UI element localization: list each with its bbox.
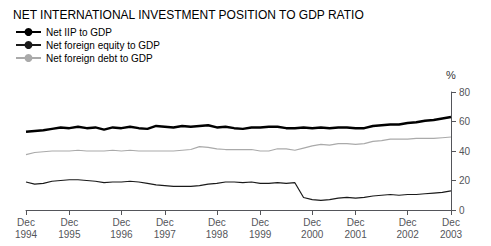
svg-text:Dec: Dec	[113, 217, 131, 228]
svg-text:Dec: Dec	[442, 217, 460, 228]
svg-text:%: %	[446, 69, 456, 81]
svg-text:Dec: Dec	[208, 217, 226, 228]
svg-text:1994: 1994	[15, 229, 38, 240]
svg-text:20: 20	[459, 175, 471, 186]
svg-text:Net foreign equity to GDP: Net foreign equity to GDP	[46, 40, 160, 51]
svg-text:0: 0	[459, 205, 465, 216]
svg-text:1999: 1999	[249, 229, 272, 240]
svg-text:2003: 2003	[440, 229, 463, 240]
svg-text:1998: 1998	[206, 229, 229, 240]
svg-text:Dec: Dec	[17, 217, 35, 228]
svg-text:2001: 2001	[344, 229, 367, 240]
svg-text:40: 40	[459, 146, 471, 157]
svg-text:Dec: Dec	[156, 217, 174, 228]
svg-text:2000: 2000	[301, 229, 324, 240]
svg-text:80: 80	[459, 87, 471, 98]
svg-text:1997: 1997	[154, 229, 177, 240]
svg-text:Dec: Dec	[303, 217, 321, 228]
svg-text:Dec: Dec	[251, 217, 269, 228]
svg-text:Dec: Dec	[60, 217, 78, 228]
svg-text:2002: 2002	[397, 229, 420, 240]
svg-text:60: 60	[459, 116, 471, 127]
svg-text:NET INTERNATIONAL INVESTMENT P: NET INTERNATIONAL INVESTMENT POSITION TO…	[13, 8, 364, 22]
svg-text:Net foreign debt to GDP: Net foreign debt to GDP	[46, 53, 153, 64]
svg-text:1995: 1995	[58, 229, 81, 240]
svg-text:1996: 1996	[110, 229, 133, 240]
svg-text:Dec: Dec	[347, 217, 365, 228]
svg-text:Net IIP to GDP: Net IIP to GDP	[46, 27, 112, 38]
svg-text:Dec: Dec	[399, 217, 417, 228]
